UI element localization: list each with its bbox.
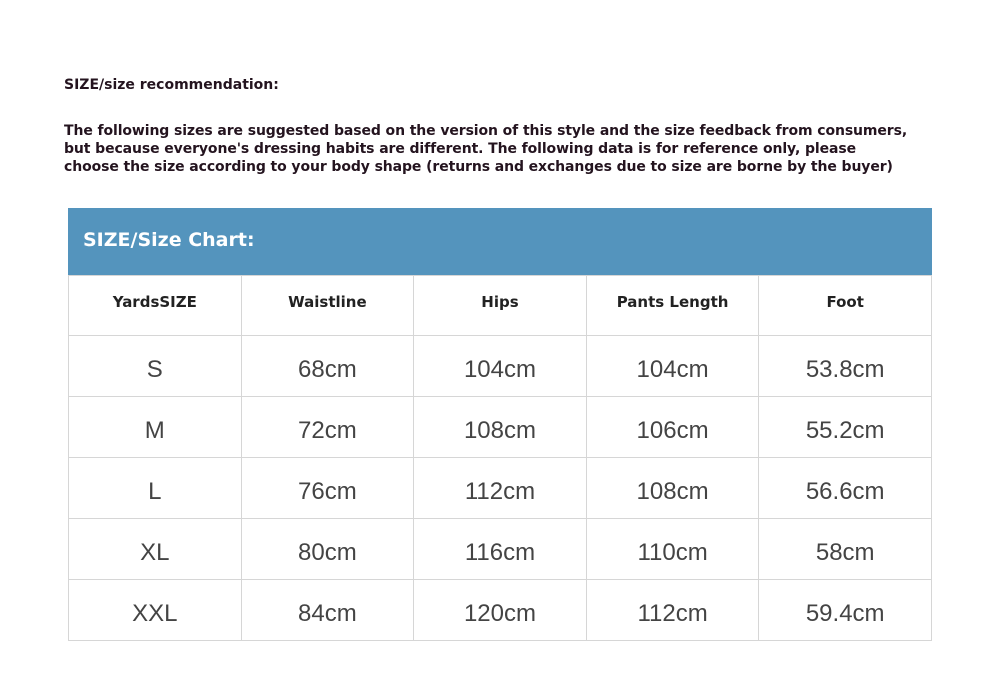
table-cell: M bbox=[68, 396, 242, 458]
table-cell: 104cm bbox=[585, 335, 760, 397]
table-cell: S bbox=[68, 335, 242, 397]
table-cell: 76cm bbox=[240, 457, 415, 519]
table-cell: XL bbox=[68, 518, 242, 580]
table-cell: 55.2cm bbox=[758, 396, 932, 458]
intro-line: The following sizes are suggested based … bbox=[64, 123, 908, 139]
column-header: Pants Length bbox=[585, 275, 760, 336]
size-chart: SIZE/Size Chart: YardsSIZE Waistline Hips P… bbox=[68, 208, 932, 641]
table-cell: 108cm bbox=[413, 396, 587, 458]
column-header: Foot bbox=[758, 275, 932, 336]
table-row: S 68cm 104cm 104cm 53.8cm bbox=[68, 335, 932, 397]
intro-line: but because everyone's dressing habits a… bbox=[64, 141, 856, 157]
table-cell: 59.4cm bbox=[758, 579, 932, 641]
table-cell: 110cm bbox=[585, 518, 760, 580]
table-cell: 104cm bbox=[413, 335, 587, 397]
table-row: M 72cm 108cm 106cm 55.2cm bbox=[68, 396, 932, 458]
table-cell: 72cm bbox=[240, 396, 415, 458]
table-cell: 80cm bbox=[240, 518, 415, 580]
table-header-row: YardsSIZE Waistline Hips Pants Length Foot bbox=[68, 275, 932, 336]
size-chart-title: SIZE/Size Chart: bbox=[68, 208, 932, 275]
table-cell: 53.8cm bbox=[758, 335, 932, 397]
table-cell: 58cm bbox=[758, 518, 932, 580]
table-cell: 120cm bbox=[413, 579, 587, 641]
table-cell: 56.6cm bbox=[758, 457, 932, 519]
table-cell: 112cm bbox=[413, 457, 587, 519]
table-cell: 116cm bbox=[413, 518, 587, 580]
table-cell: 112cm bbox=[585, 579, 760, 641]
intro-line: choose the size according to your body s… bbox=[64, 159, 893, 175]
column-header: Hips bbox=[413, 275, 587, 336]
table-cell: 68cm bbox=[240, 335, 415, 397]
size-chart-table: YardsSIZE Waistline Hips Pants Length Foot S… bbox=[68, 275, 932, 641]
size-recommendation-heading: SIZE/size recommendation: bbox=[64, 77, 279, 93]
table-row: XL 80cm 116cm 110cm 58cm bbox=[68, 518, 932, 580]
table-cell: 108cm bbox=[585, 457, 760, 519]
table-cell: 106cm bbox=[585, 396, 760, 458]
table-cell: XXL bbox=[68, 579, 242, 641]
column-header: YardsSIZE bbox=[68, 275, 242, 336]
table-row: L 76cm 112cm 108cm 56.6cm bbox=[68, 457, 932, 519]
column-header: Waistline bbox=[240, 275, 415, 336]
size-recommendation-text: The following sizes are suggested based … bbox=[64, 122, 954, 176]
table-cell: L bbox=[68, 457, 242, 519]
table-row: XXL 84cm 120cm 112cm 59.4cm bbox=[68, 579, 932, 641]
table-cell: 84cm bbox=[240, 579, 415, 641]
